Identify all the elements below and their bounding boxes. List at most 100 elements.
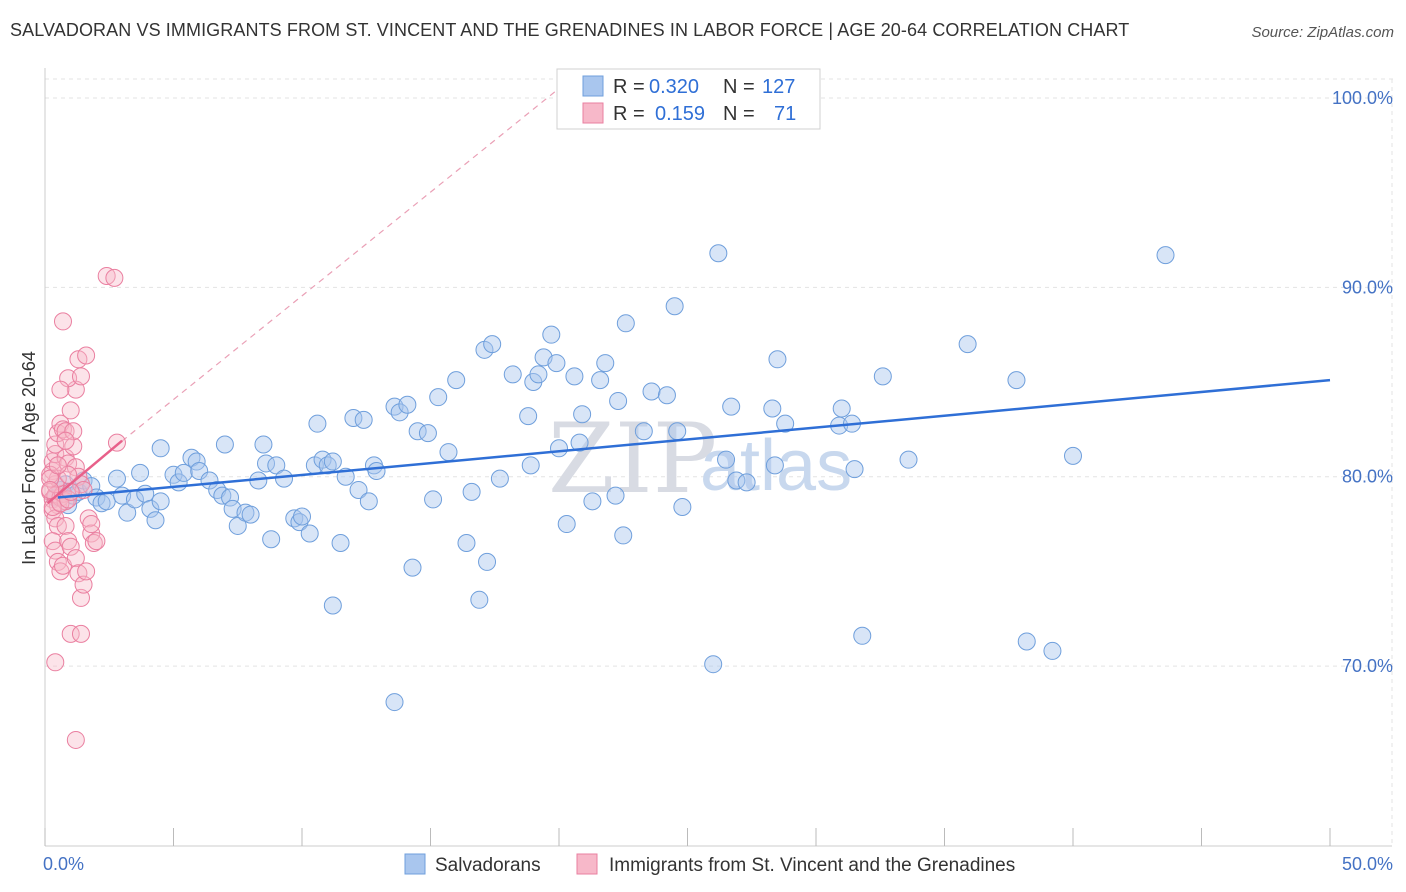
point-salvadorans <box>634 422 653 441</box>
point-immigrants <box>56 516 75 535</box>
y-tick-label: 90.0% <box>1342 277 1393 297</box>
point-salvadorans <box>899 450 918 469</box>
point-immigrants <box>107 433 126 452</box>
point-immigrants <box>66 549 85 568</box>
point-salvadorans <box>300 524 319 543</box>
point-salvadorans <box>642 382 661 401</box>
point-immigrants <box>61 537 80 556</box>
point-salvadorans <box>529 365 548 384</box>
point-salvadorans <box>483 335 502 354</box>
point-salvadorans <box>447 371 466 390</box>
point-immigrants <box>66 730 85 749</box>
point-salvadorans <box>765 456 784 475</box>
point-salvadorans <box>439 443 458 462</box>
point-salvadorans <box>503 365 522 384</box>
point-salvadorans <box>308 414 327 433</box>
series-label-salvadorans: Salvadorans <box>435 855 541 876</box>
point-salvadorans <box>429 388 448 407</box>
point-salvadorans <box>457 533 476 552</box>
point-salvadorans <box>673 498 692 517</box>
point-salvadorans <box>665 297 684 316</box>
point-salvadorans <box>107 469 126 488</box>
point-salvadorans <box>213 486 232 505</box>
point-immigrants <box>56 422 75 441</box>
point-salvadorans <box>845 460 864 479</box>
x-tick-label: 50.0% <box>1342 854 1393 874</box>
point-salvadorans <box>490 469 509 488</box>
point-salvadorans <box>221 488 240 507</box>
series-swatch-immigrants <box>576 853 598 875</box>
point-salvadorans <box>359 492 378 511</box>
source-label: Source: ZipAtlas.com <box>1251 24 1394 41</box>
point-salvadorans <box>390 403 409 422</box>
point-salvadorans <box>958 335 977 354</box>
trend-immigrants <box>46 439 123 505</box>
point-immigrants <box>77 562 96 581</box>
point-immigrants <box>84 533 103 552</box>
y-tick-label: 100.0% <box>1332 88 1393 108</box>
point-salvadorans <box>254 435 273 454</box>
point-salvadorans <box>215 435 234 454</box>
point-salvadorans <box>403 558 422 577</box>
point-salvadorans <box>606 486 625 505</box>
legend-swatch-blue <box>582 75 604 97</box>
point-salvadorans <box>832 399 851 418</box>
reference-diagonal <box>44 88 560 504</box>
point-salvadorans <box>241 505 260 524</box>
point-immigrants <box>51 380 70 399</box>
point-immigrants <box>41 465 60 484</box>
point-immigrants <box>46 541 65 560</box>
point-salvadorans <box>1064 446 1082 465</box>
point-salvadorans <box>704 655 723 674</box>
point-salvadorans <box>418 424 437 443</box>
series-legend: Salvadorans Immigrants from St. Vincent … <box>404 853 1015 876</box>
point-immigrants <box>69 564 88 583</box>
point-salvadorans <box>146 511 165 530</box>
point-immigrants <box>71 624 90 643</box>
point-immigrants <box>77 346 96 365</box>
point-salvadorans <box>768 350 787 369</box>
point-salvadorans <box>97 492 116 511</box>
legend-n-label-1: N = <box>723 76 755 98</box>
point-salvadorans <box>478 552 497 571</box>
legend-swatch-pink <box>582 102 604 124</box>
point-immigrants <box>64 422 83 441</box>
point-salvadorans <box>262 530 281 549</box>
point-immigrants <box>46 444 65 463</box>
y-tick-label: 70.0% <box>1342 656 1393 676</box>
point-salvadorans <box>331 533 350 552</box>
point-immigrants <box>59 465 78 484</box>
point-immigrants <box>56 431 75 450</box>
point-salvadorans <box>542 325 561 344</box>
point-immigrants <box>48 456 67 475</box>
legend-n-value-1: 127 <box>762 76 795 98</box>
point-salvadorans <box>1043 641 1062 660</box>
point-salvadorans <box>873 367 892 386</box>
point-immigrants <box>74 575 93 594</box>
point-salvadorans <box>349 480 368 499</box>
point-salvadorans <box>596 354 615 373</box>
point-salvadorans <box>354 410 373 429</box>
point-salvadorans <box>668 422 687 441</box>
point-salvadorans <box>151 439 170 458</box>
point-salvadorans <box>519 407 538 426</box>
point-salvadorans <box>190 462 209 481</box>
series-label-immigrants: Immigrants from St. Vincent and the Gren… <box>609 855 1015 876</box>
point-salvadorans <box>550 439 568 458</box>
point-immigrants <box>87 532 106 551</box>
point-immigrants <box>105 268 124 287</box>
point-immigrants <box>71 588 90 607</box>
point-salvadorans <box>470 590 489 609</box>
stats-legend: R = 0.320 N = 127 R = 0.159 N = 71 <box>556 68 821 130</box>
point-salvadorans <box>521 456 540 475</box>
diagonal-line <box>44 88 560 504</box>
point-immigrants <box>61 624 80 643</box>
point-salvadorans <box>853 626 872 645</box>
point-salvadorans <box>657 386 676 405</box>
point-salvadorans <box>565 367 584 386</box>
point-salvadorans <box>717 450 736 469</box>
y-tick-labels: 70.0% 80.0% 90.0% 100.0% <box>1332 88 1393 676</box>
legend-r-value-2: 0.159 <box>655 103 705 125</box>
point-salvadorans <box>609 391 628 410</box>
